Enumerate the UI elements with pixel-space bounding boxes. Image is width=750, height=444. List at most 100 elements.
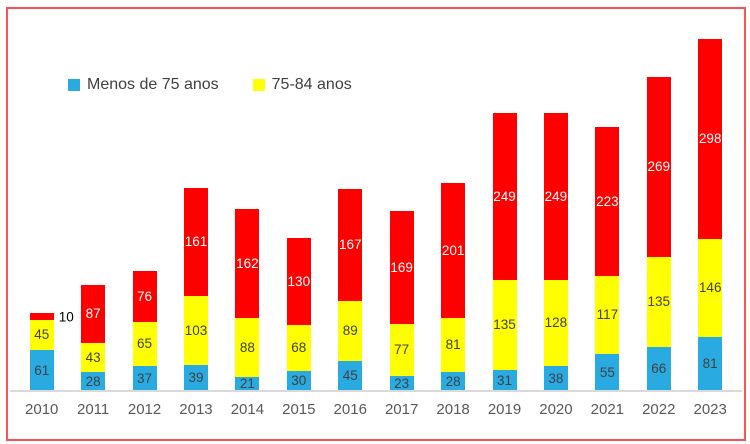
bar-segment-series1-2014[interactable]: 21 xyxy=(235,376,260,392)
bar-segment-series2-2011[interactable]: 43 xyxy=(81,343,106,372)
value-label: 10 xyxy=(58,308,74,324)
bar-segment-series2-2017[interactable]: 77 xyxy=(389,324,414,376)
value-label: 128 xyxy=(544,315,568,331)
x-tick-2019: 2019 xyxy=(487,401,522,418)
plot-area: 61 45 10 2010 28 43 87 2011 37 65 76 2012 39 103 161 20… xyxy=(16,0,736,418)
bar-column-2019: 31 135 249 2019 xyxy=(488,113,521,418)
bar-column-2021: 55 117 223 2021 xyxy=(591,127,624,418)
value-label: 77 xyxy=(394,342,410,358)
value-label: 169 xyxy=(390,259,413,275)
value-label: 87 xyxy=(85,306,101,322)
bar-segment-series2-2020[interactable]: 128 xyxy=(543,280,568,366)
bar-segment-series1-2016[interactable]: 45 xyxy=(338,361,363,391)
bar-column-2014: 21 88 162 2014 xyxy=(231,209,264,418)
bar-column-2012: 37 65 76 2012 xyxy=(128,271,161,418)
bar-segment-series3-2022[interactable]: 269 xyxy=(646,77,671,257)
value-label: 31 xyxy=(496,372,513,388)
bar-segment-series2-2012[interactable]: 65 xyxy=(132,322,157,366)
value-label: 135 xyxy=(493,317,516,333)
x-axis-line xyxy=(10,390,742,392)
bar-segment-series2-2021[interactable]: 117 xyxy=(595,276,620,354)
value-label: 223 xyxy=(596,193,619,209)
x-tick-2022: 2022 xyxy=(642,401,676,418)
value-label: 76 xyxy=(137,288,153,304)
bar-segment-series3-2023[interactable]: 298 xyxy=(698,39,723,239)
value-label: 298 xyxy=(698,131,722,147)
value-label: 21 xyxy=(239,376,255,392)
bar-segment-series2-2016[interactable]: 89 xyxy=(338,301,363,361)
bar-column-2015: 30 68 130 2015 xyxy=(282,238,316,418)
value-label: 81 xyxy=(445,337,461,353)
bar-segment-series1-2020[interactable]: 38 xyxy=(543,366,568,391)
bar-segment-series3-2021[interactable]: 223 xyxy=(595,127,620,276)
value-label: 68 xyxy=(291,340,307,356)
bar-segment-series1-2021[interactable]: 55 xyxy=(595,354,620,391)
value-label: 37 xyxy=(137,370,153,386)
value-label: 39 xyxy=(188,370,204,386)
value-label: 28 xyxy=(445,373,461,389)
bar-column-2020: 38 128 249 2020 xyxy=(539,113,573,418)
bar-segment-series1-2010[interactable]: 61 xyxy=(29,350,54,391)
bar-segment-series2-2013[interactable]: 103 xyxy=(183,296,208,365)
value-label: 103 xyxy=(184,322,208,338)
x-tick-2015: 2015 xyxy=(282,401,316,418)
bar-segment-series1-2019[interactable]: 31 xyxy=(492,370,517,391)
bar-segment-series3-2016[interactable]: 167 xyxy=(338,189,363,301)
bar-segment-series2-2018[interactable]: 81 xyxy=(441,318,466,372)
bar-segment-series1-2018[interactable]: 28 xyxy=(441,372,466,391)
bar-segment-series3-2017[interactable]: 169 xyxy=(389,211,414,324)
bar-segment-series3-2010[interactable]: 10 xyxy=(29,310,74,323)
bar-segment-series2-2019[interactable]: 135 xyxy=(492,280,517,370)
bar-column-2010: 61 45 10 2010 xyxy=(25,310,74,418)
legend-item-1[interactable]: 75-84 anos xyxy=(252,76,352,94)
bar-segment-series1-2013[interactable]: 39 xyxy=(183,365,208,391)
legend: Menos de 75 anos 75-84 anos xyxy=(68,76,352,94)
bar-segment-series3-2014[interactable]: 162 xyxy=(235,209,260,318)
x-tick-2013: 2013 xyxy=(179,401,213,418)
value-label: 81 xyxy=(702,356,718,372)
bar-segment-series3-2013[interactable]: 161 xyxy=(183,188,208,296)
value-label: 38 xyxy=(548,370,564,386)
x-tick-2023: 2023 xyxy=(693,401,727,418)
bar-segment-series1-2011[interactable]: 28 xyxy=(81,372,106,391)
bar-column-2022: 66 135 269 2022 xyxy=(642,77,675,418)
bar-segment-series3-2020[interactable]: 249 xyxy=(543,113,568,280)
value-label: 55 xyxy=(599,364,615,380)
value-label: 43 xyxy=(85,349,101,365)
bar-segment-series2-2022[interactable]: 135 xyxy=(646,257,671,347)
bar-segment-series1-2022[interactable]: 66 xyxy=(646,347,671,391)
x-tick-2021: 2021 xyxy=(590,401,625,418)
bar-column-2017: 23 77 169 2017 xyxy=(385,211,418,418)
value-label: 162 xyxy=(236,255,259,271)
bar-segment-series1-2012[interactable]: 37 xyxy=(132,366,157,391)
x-tick-2014: 2014 xyxy=(230,401,265,418)
bar-segment-series3-2015[interactable]: 130 xyxy=(286,238,311,325)
bar-segment-series3-2012[interactable]: 76 xyxy=(132,271,157,322)
bar-segment-series2-2023[interactable]: 146 xyxy=(698,239,723,337)
bar-segment-series2-2015[interactable]: 68 xyxy=(286,325,311,371)
bar-column-2016: 45 89 167 2016 xyxy=(334,189,367,418)
bar-column-2011: 28 43 87 2011 xyxy=(77,285,109,418)
bar-segment-series3-2018[interactable]: 201 xyxy=(441,183,466,318)
legend-item-0[interactable]: Menos de 75 anos xyxy=(68,76,219,94)
bar-segment-series1-2015[interactable]: 30 xyxy=(286,371,311,391)
x-tick-2012: 2012 xyxy=(127,401,162,418)
value-label: 61 xyxy=(34,362,50,378)
value-label: 28 xyxy=(85,373,101,389)
value-label: 65 xyxy=(137,336,153,352)
x-tick-2020: 2020 xyxy=(539,401,573,418)
bar-column-2018: 28 81 201 2018 xyxy=(436,183,470,418)
bar-segment-series3-2019[interactable]: 249 xyxy=(492,113,517,280)
value-label: 130 xyxy=(287,273,311,289)
value-label: 45 xyxy=(342,368,358,384)
bar-segment-series1-2017[interactable]: 23 xyxy=(389,376,414,391)
legend-swatch-icon xyxy=(252,79,265,91)
bar-segment-series3-2011[interactable]: 87 xyxy=(81,285,106,343)
bar-segment-series1-2023[interactable]: 81 xyxy=(698,337,723,391)
bar-segment-series2-2010[interactable]: 45 xyxy=(29,320,54,350)
value-label: 161 xyxy=(184,234,208,250)
x-tick-2010: 2010 xyxy=(25,401,59,418)
bar-segment-series2-2014[interactable]: 88 xyxy=(235,318,260,377)
value-label: 269 xyxy=(647,159,671,175)
